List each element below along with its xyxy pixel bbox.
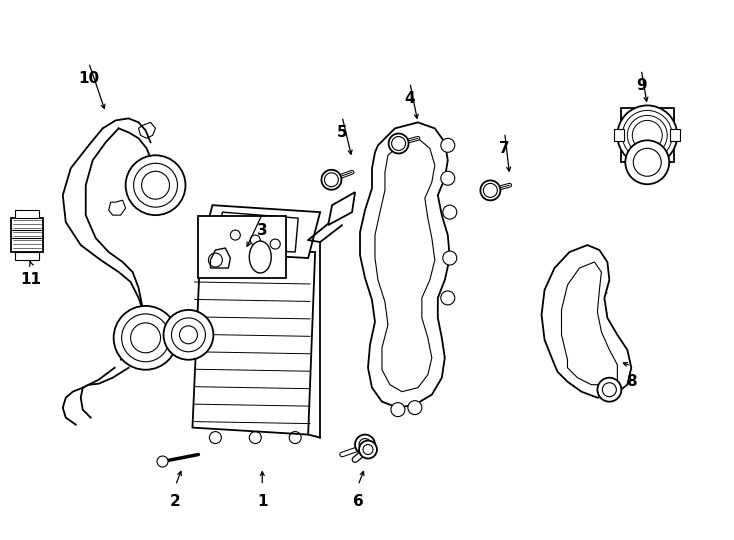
Text: 2: 2	[170, 494, 181, 509]
Polygon shape	[375, 138, 435, 392]
Polygon shape	[328, 192, 355, 225]
Polygon shape	[542, 245, 631, 397]
Circle shape	[443, 205, 457, 219]
Polygon shape	[614, 130, 625, 141]
Text: 10: 10	[78, 71, 99, 86]
Circle shape	[617, 105, 677, 165]
Circle shape	[484, 184, 498, 197]
Polygon shape	[15, 210, 39, 218]
Circle shape	[625, 140, 669, 184]
Circle shape	[597, 377, 622, 402]
Circle shape	[408, 401, 422, 415]
Circle shape	[633, 148, 661, 176]
Circle shape	[126, 156, 186, 215]
Circle shape	[359, 441, 377, 458]
Text: 4: 4	[404, 91, 415, 106]
Circle shape	[355, 435, 375, 455]
Circle shape	[388, 133, 409, 153]
Polygon shape	[109, 200, 126, 215]
Polygon shape	[139, 123, 156, 138]
Text: 5: 5	[337, 125, 347, 140]
Circle shape	[157, 456, 168, 467]
Polygon shape	[219, 212, 298, 252]
Polygon shape	[192, 248, 315, 435]
Circle shape	[164, 310, 214, 360]
Circle shape	[122, 314, 170, 362]
Circle shape	[441, 171, 455, 185]
Circle shape	[443, 251, 457, 265]
Circle shape	[391, 403, 405, 417]
Text: 7: 7	[499, 141, 510, 156]
Circle shape	[441, 138, 455, 152]
Polygon shape	[200, 205, 320, 258]
Bar	[198, 216, 286, 278]
Text: 6: 6	[352, 494, 363, 509]
Polygon shape	[11, 218, 43, 252]
Circle shape	[114, 306, 178, 370]
Ellipse shape	[250, 241, 272, 273]
Text: 1: 1	[257, 494, 267, 509]
Circle shape	[392, 137, 406, 151]
Circle shape	[321, 170, 341, 190]
Circle shape	[480, 180, 501, 200]
Text: 11: 11	[21, 273, 41, 287]
Polygon shape	[670, 130, 680, 141]
Circle shape	[441, 291, 455, 305]
Text: 8: 8	[626, 374, 636, 389]
Text: 3: 3	[257, 222, 268, 238]
Polygon shape	[211, 248, 230, 268]
Text: 9: 9	[636, 78, 647, 93]
Polygon shape	[622, 109, 675, 163]
Circle shape	[324, 173, 338, 187]
Polygon shape	[360, 123, 450, 408]
Polygon shape	[15, 252, 39, 260]
Circle shape	[134, 163, 178, 207]
